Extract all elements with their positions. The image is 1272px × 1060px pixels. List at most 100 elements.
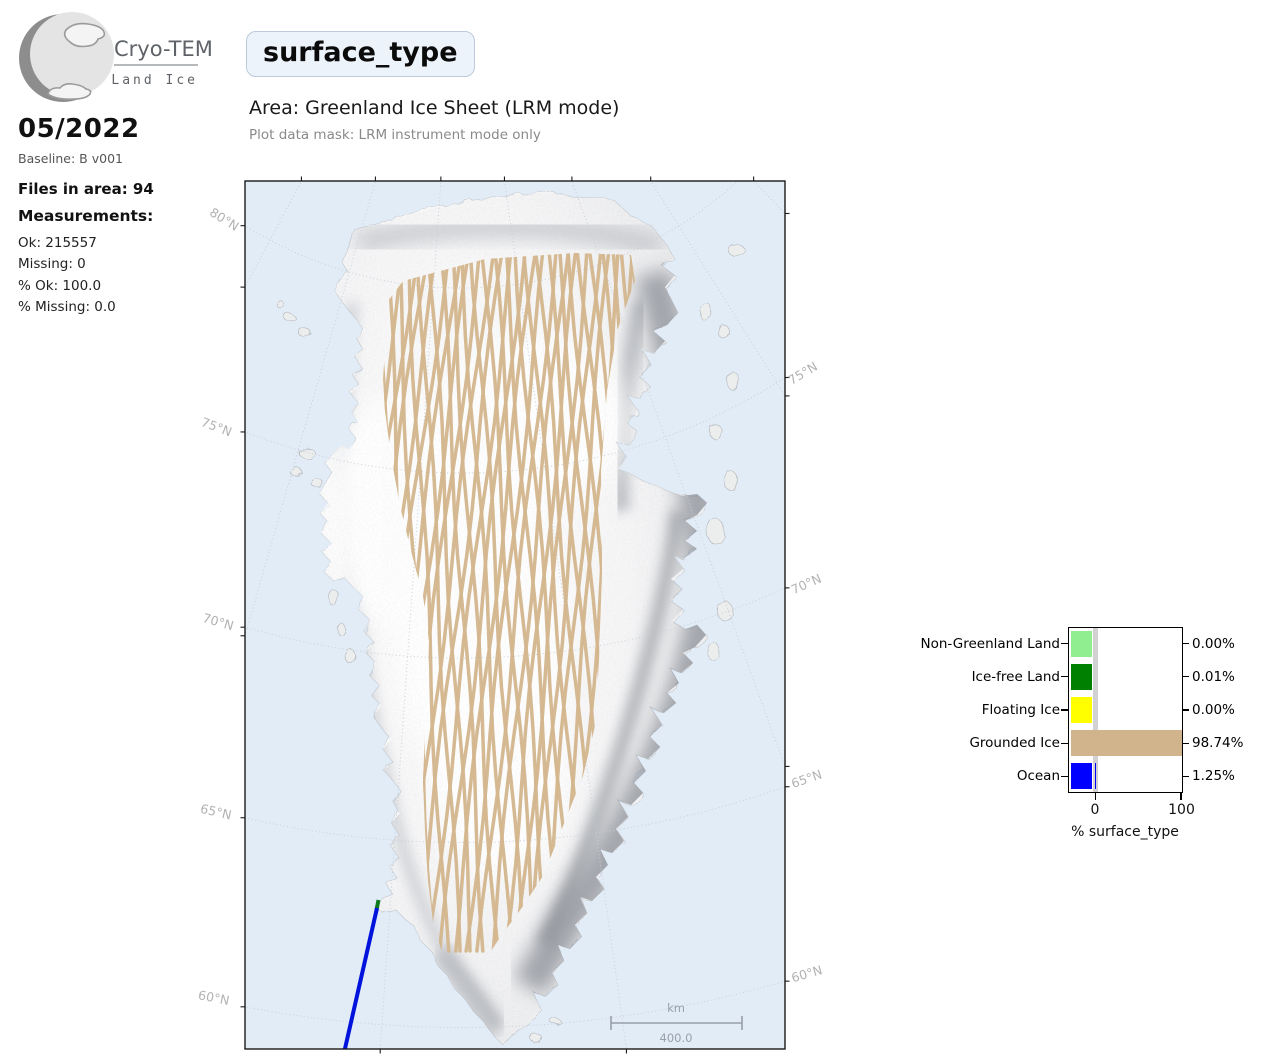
lat-label-80n: 80°N (207, 204, 242, 233)
y-tick-left (1061, 775, 1068, 777)
lat-label-75n-left: 75°N (199, 414, 234, 439)
value-label: 0.01% (1192, 668, 1235, 685)
island (706, 641, 720, 661)
ground-track-descending (383, 253, 432, 953)
value-label: 0.00% (1192, 702, 1235, 718)
greenland-map: km 400.0 80°N 75°N 70°N 65°N 60°N 75°N 7… (197, 176, 824, 1054)
swatch-ocean (1070, 763, 1092, 790)
island (310, 478, 324, 488)
island (728, 244, 746, 258)
island (276, 301, 286, 309)
y-tick-right (1182, 742, 1189, 744)
category-label: Non-Greenland Land (920, 635, 1060, 652)
ground-track-descending (383, 253, 406, 953)
lat-label-65n-right: 65°N (789, 767, 824, 791)
island (724, 470, 738, 492)
scale-bar-unit: km (667, 1001, 685, 1015)
files-in-area: Files in area: 94 (18, 180, 154, 198)
map-frame-ticks (240, 176, 790, 1054)
stat-pct-missing: % Missing: 0.0 (18, 299, 116, 315)
logo-greenland-outline (63, 22, 106, 48)
zero-axis-band (1093, 627, 1098, 793)
ground-track-ascending (504, 253, 565, 953)
island (726, 371, 740, 391)
value-label: 98.74% (1192, 735, 1244, 752)
ground-track-descending (415, 253, 505, 953)
y-tick-left (1061, 742, 1068, 744)
stat-missing: Missing: 0 (18, 256, 86, 272)
latitude-labels: 80°N 75°N 70°N 65°N 60°N 75°N 70°N 65°N … (197, 204, 824, 1007)
x-axis-label: % surface_type (1071, 824, 1179, 840)
ground-track-ascending (407, 253, 451, 953)
swatch-grounded-ice (1070, 730, 1092, 757)
y-tick-right (1182, 643, 1189, 645)
ground-track-descending (542, 253, 612, 953)
island (298, 447, 316, 459)
plot-mask-note: Plot data mask: LRM instrument mode only (249, 127, 541, 143)
left-info-panel: Cryo-TEMPO Land Ice 05/2022 Baseline: B … (0, 0, 240, 1060)
map-frame (244, 180, 786, 1050)
ground-track-ascending (479, 253, 536, 953)
category-label: Ocean (1016, 768, 1060, 785)
x-axis-tick-100: 100 (1168, 802, 1195, 818)
area-subtitle: Area: Greenland Ice Sheet (LRM mode) (249, 97, 620, 119)
scale-bar-value: 400.0 (660, 1031, 693, 1045)
satellite-ground-tracks (383, 253, 635, 953)
y-tick-left (1061, 709, 1068, 711)
island (717, 600, 733, 622)
value-label: 1.25% (1192, 768, 1235, 785)
stat-ok: Ok: 215557 (18, 235, 97, 251)
y-tick-right (1182, 709, 1189, 711)
swatch-non-greenland-land (1070, 630, 1092, 657)
swatch-floating-ice (1070, 697, 1092, 723)
swatch-ice-free-land (1070, 663, 1092, 690)
category-label: Floating Ice (981, 702, 1060, 718)
measurements-heading: Measurements: (18, 207, 154, 225)
x-tick-0 (1094, 793, 1096, 800)
ground-track-ascending (451, 253, 500, 953)
category-label: Grounded Ice (969, 735, 1060, 752)
y-tick-right (1182, 676, 1189, 678)
period-month: 05/2022 (18, 114, 140, 144)
island (336, 622, 346, 636)
ground-track-descending (491, 253, 571, 953)
island (343, 647, 355, 663)
island (283, 312, 295, 322)
baseline-version: Baseline: B v001 (18, 151, 123, 166)
logo-product-text: Land Ice (111, 73, 198, 88)
variable-title-box: surface_type (246, 31, 475, 77)
value-label: 0.00% (1192, 635, 1235, 652)
meridian-line (245, 181, 302, 289)
island (327, 588, 339, 606)
stat-pct-ok: % Ok: 100.0 (18, 278, 102, 294)
cryo-tempo-logo: Cryo-TEMPO Land Ice (19, 12, 214, 102)
y-tick-left (1061, 643, 1068, 645)
meridian-line (245, 181, 376, 638)
ground-track-descending (454, 253, 538, 953)
logo-globe-icon (19, 12, 114, 102)
logo-brand-text: Cryo-TEMPO (114, 37, 214, 61)
ground-track-descending (464, 253, 546, 953)
ground-track-descending (528, 253, 604, 953)
lat-label-60n-right: 60°N (790, 962, 824, 985)
lat-label-75n-right: 75°N (785, 359, 820, 388)
y-tick-right (1182, 775, 1189, 777)
lat-label-70n-right: 70°N (789, 571, 824, 598)
lat-label-70n-left: 70°N (201, 610, 235, 633)
lat-label-60n-left: 60°N (197, 987, 231, 1008)
x-tick-100 (1180, 793, 1182, 800)
island (530, 1034, 544, 1044)
island (706, 517, 724, 545)
island (698, 301, 712, 321)
category-label: Ice-free Land (971, 668, 1060, 685)
parallel-line (245, 980, 785, 1028)
ground-track-descending (425, 253, 513, 953)
logo-antarctica-outline (47, 83, 92, 100)
x-axis-tick-0: 0 (1090, 802, 1100, 818)
lat-label-65n-left: 65°N (199, 801, 233, 823)
island (298, 328, 312, 338)
meridian-line (650, 181, 785, 397)
island (709, 422, 721, 440)
island (290, 468, 304, 478)
y-tick-left (1061, 676, 1068, 678)
